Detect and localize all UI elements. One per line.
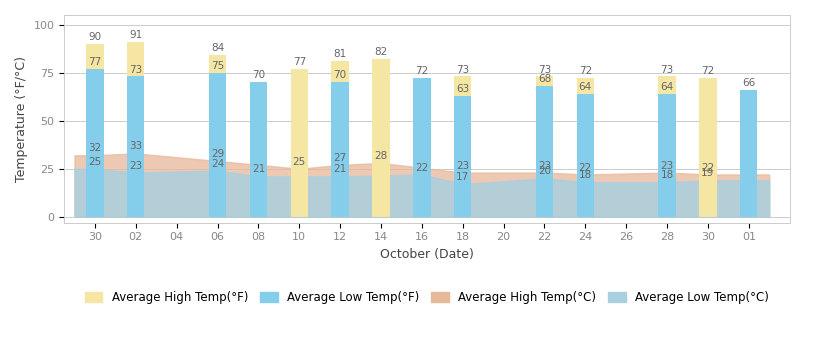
- Bar: [373, 59, 389, 217]
- Text: 21: 21: [251, 164, 265, 174]
- X-axis label: October (Date): October (Date): [380, 248, 474, 261]
- Bar: [250, 82, 267, 217]
- Bar: [209, 73, 227, 217]
- Text: 21: 21: [334, 164, 347, 174]
- Text: 68: 68: [538, 74, 551, 84]
- Text: 73: 73: [538, 64, 551, 75]
- Text: 91: 91: [129, 30, 143, 40]
- Bar: [86, 44, 104, 217]
- Bar: [209, 55, 227, 217]
- Bar: [699, 79, 716, 217]
- Legend: Average High Temp(°F), Average Low Temp(°F), Average High Temp(°C), Average Low : Average High Temp(°F), Average Low Temp(…: [80, 286, 774, 309]
- Text: 22: 22: [701, 163, 715, 173]
- Bar: [331, 61, 349, 217]
- Text: 70: 70: [334, 70, 347, 80]
- Text: 72: 72: [701, 67, 715, 76]
- Text: 32: 32: [88, 143, 101, 153]
- Text: 27: 27: [334, 153, 347, 163]
- Bar: [413, 79, 431, 217]
- Y-axis label: Temperature (°F/°C): Temperature (°F/°C): [15, 56, 28, 182]
- Text: 64: 64: [579, 82, 592, 92]
- Text: 28: 28: [374, 151, 388, 161]
- Bar: [535, 76, 553, 217]
- Text: 73: 73: [457, 64, 469, 75]
- Text: 73: 73: [661, 64, 674, 75]
- Text: 77: 77: [293, 57, 306, 67]
- Text: 70: 70: [251, 70, 265, 80]
- Bar: [454, 76, 471, 217]
- Text: 81: 81: [334, 49, 347, 59]
- Text: 20: 20: [538, 167, 551, 176]
- Text: 19: 19: [701, 168, 715, 178]
- Bar: [86, 69, 104, 217]
- Text: 22: 22: [415, 163, 428, 173]
- Bar: [290, 69, 308, 217]
- Bar: [331, 82, 349, 217]
- Text: 73: 73: [129, 64, 143, 75]
- Text: 18: 18: [661, 170, 674, 180]
- Bar: [127, 42, 144, 217]
- Text: 66: 66: [742, 78, 755, 88]
- Text: 72: 72: [579, 67, 592, 76]
- Text: 17: 17: [457, 172, 469, 182]
- Text: 33: 33: [129, 142, 143, 151]
- Bar: [127, 76, 144, 217]
- Text: 77: 77: [88, 57, 101, 67]
- Text: 64: 64: [661, 82, 674, 92]
- Text: 84: 84: [211, 43, 224, 54]
- Bar: [740, 90, 758, 217]
- Text: 29: 29: [211, 149, 224, 159]
- Bar: [658, 94, 676, 217]
- Text: 23: 23: [661, 161, 674, 171]
- Bar: [535, 86, 553, 217]
- Text: 72: 72: [415, 67, 428, 76]
- Text: 82: 82: [374, 47, 388, 57]
- Bar: [454, 96, 471, 217]
- Bar: [577, 79, 594, 217]
- Text: 18: 18: [579, 170, 592, 180]
- Text: 24: 24: [211, 159, 224, 169]
- Text: 22: 22: [579, 163, 592, 173]
- Text: 25: 25: [293, 157, 306, 167]
- Text: 25: 25: [88, 157, 101, 167]
- Text: 23: 23: [457, 161, 469, 171]
- Text: 23: 23: [129, 161, 143, 171]
- Text: 90: 90: [88, 32, 101, 42]
- Bar: [577, 94, 594, 217]
- Text: 63: 63: [457, 84, 469, 94]
- Text: 23: 23: [538, 161, 551, 171]
- Bar: [658, 76, 676, 217]
- Text: 75: 75: [211, 61, 224, 71]
